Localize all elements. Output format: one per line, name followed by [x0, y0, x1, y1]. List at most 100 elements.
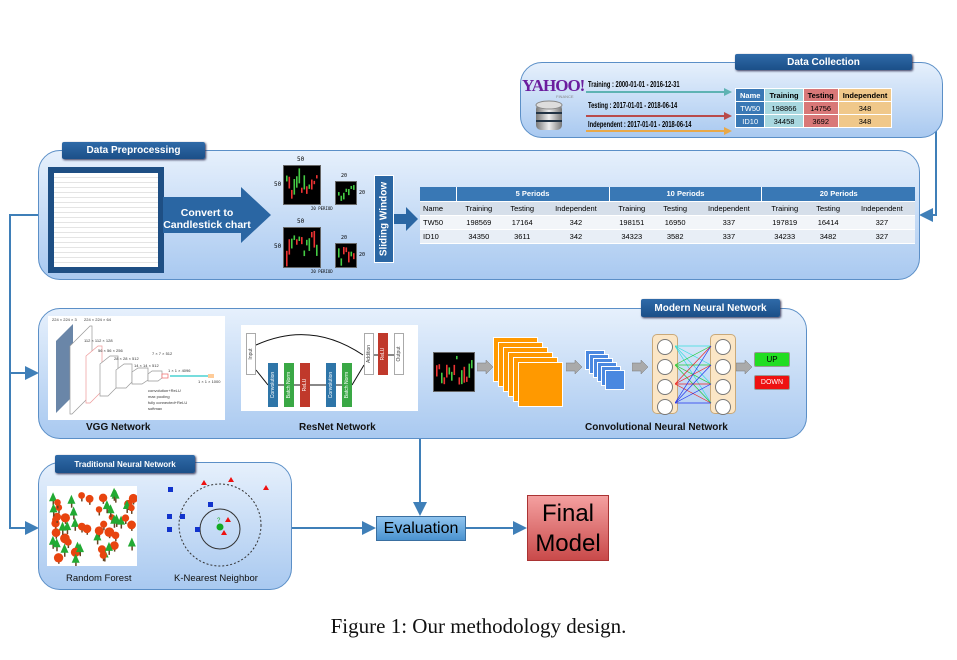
resnet-block: Input: [246, 333, 256, 375]
table-cell: 3482: [807, 229, 849, 244]
resnet-diagram: Input Convolution Batch Norm ReLU Convolutio…: [241, 325, 418, 411]
convert-label: Convert to Candlestick chart: [163, 207, 251, 231]
size-label: 50: [274, 181, 282, 188]
period-arrow: [586, 127, 732, 135]
table-row: ID10 34458 3692 348: [734, 114, 893, 128]
table-cell: TW50: [734, 101, 766, 115]
resnet-block: Output: [394, 333, 404, 375]
table-cell: 348: [837, 101, 893, 115]
vgg-label: VGG Network: [86, 422, 151, 433]
resnet-block: Convolution: [268, 363, 278, 407]
flow-arrow-icon: [477, 360, 494, 374]
table-row: TW50 198569 17164 342 198151 16950 337 197819 16…: [420, 215, 915, 230]
flow-arrow-icon: [736, 360, 753, 374]
table-cell: 16414: [807, 215, 849, 230]
database-icon: [535, 100, 563, 130]
resnet-block: Addition: [364, 333, 374, 375]
candlestick-chart-50: [283, 165, 321, 205]
table-cell: 14756: [802, 101, 839, 115]
resnet-block: ReLU: [300, 363, 310, 407]
neuron: [657, 339, 673, 355]
size-label: 20: [359, 190, 366, 196]
column-header: Independent: [695, 201, 762, 216]
convert-arrow: [163, 187, 271, 243]
dense-layer: [710, 334, 736, 415]
knn-label: K-Nearest Neighbor: [174, 573, 258, 584]
final-model-box: Final Model: [527, 495, 609, 561]
column-header: Testing: [802, 88, 839, 102]
size-label: 20: [359, 252, 366, 258]
sliding-window-box: Sliding Window: [374, 175, 394, 263]
neuron: [657, 379, 673, 395]
cnn-input-chart: [433, 352, 475, 392]
resnet-block: ReLU: [378, 333, 388, 375]
table-header-row: Name Training Testing Independent: [734, 88, 893, 102]
size-label: 20: [341, 235, 348, 241]
flow-arrow-icon: [632, 360, 649, 374]
table-cell: TW50: [420, 215, 457, 230]
table-cell: 197819: [761, 215, 808, 230]
period-label: Training : 2000-01-01 - 2016-12-31: [588, 80, 680, 89]
vgg-dim: 14 × 14 × 512: [134, 363, 159, 368]
cnn-label: Convolutional Neural Network: [585, 422, 728, 433]
final-model-line: Model: [535, 530, 601, 557]
vgg-dim: 1 × 1 × 1000: [198, 379, 221, 384]
yahoo-finance-sub: FINANCE: [556, 94, 574, 99]
table-cell: 198866: [764, 101, 804, 115]
resnet-block: Convolution: [326, 363, 336, 407]
neuron: [715, 339, 731, 355]
random-forest-label: Random Forest: [66, 573, 132, 584]
candlestick-chart-20: [335, 181, 357, 205]
vgg-dim: 1 × 1 × 4096: [168, 368, 191, 373]
column-header: Testing: [807, 201, 849, 216]
column-header: Name: [420, 201, 457, 216]
column-header: Independent: [848, 201, 915, 216]
candlestick-chart-50: [283, 227, 321, 268]
pooled-map: [605, 370, 625, 390]
size-label: 20: [341, 173, 348, 179]
table-row: ID10 34350 3611 342 34323 3582 337 34233 3482 327: [420, 229, 915, 244]
period-caption: 20 PERIOD: [311, 269, 333, 274]
vgg-dim: 224 × 224 × 64: [84, 317, 111, 322]
data-preprocessing-title: Data Preprocessing: [62, 142, 205, 159]
resnet-label: ResNet Network: [299, 422, 376, 433]
period-caption: 20 PERIOD: [311, 206, 333, 211]
table-cell: 342: [542, 215, 610, 230]
table-cell: 3692: [802, 114, 839, 128]
neuron: [657, 359, 673, 375]
svg-text:?: ?: [217, 518, 221, 524]
modern-neural-network-title: Modern Neural Network: [641, 299, 780, 317]
column-header: Training: [609, 201, 655, 216]
size-label: 50: [297, 156, 305, 163]
vgg-dim: 112 × 112 × 128: [84, 338, 113, 343]
final-model-line: Final: [541, 500, 595, 527]
vgg-dim: 224 × 224 × 3: [52, 317, 77, 322]
period-arrow: [586, 88, 732, 96]
vgg-diagram: 224 × 224 × 3 224 × 224 × 64 112 × 112 ×…: [48, 316, 225, 420]
table-cell: 348: [837, 114, 893, 128]
column-header: Training: [761, 201, 808, 216]
table-cell: 17164: [501, 215, 543, 230]
up-output: UP: [754, 352, 790, 367]
table-cell: 3611: [501, 229, 543, 244]
column-header: Testing: [654, 201, 696, 216]
sliding-window-arrow: [394, 207, 418, 231]
table-cell: ID10: [420, 229, 457, 244]
vgg-legend: convolution+ReLU max pooling fully connect…: [148, 388, 188, 411]
traditional-panel: [38, 462, 292, 590]
random-forest-image: [47, 486, 137, 566]
column-header: Name: [734, 88, 766, 102]
table-cell: 342: [542, 229, 610, 244]
vgg-dim: 56 × 56 × 256: [98, 348, 123, 353]
down-output: DOWN: [754, 375, 790, 390]
table-cell: 34350: [456, 229, 502, 244]
table-cell: 198569: [456, 215, 502, 230]
table-cell: 34323: [609, 229, 655, 244]
knn-diagram: ?: [167, 477, 269, 567]
table-cell: ID10: [734, 114, 766, 128]
data-collection-title: Data Collection: [735, 54, 912, 70]
table-cell: 34458: [764, 114, 804, 128]
table-cell: 327: [848, 229, 915, 244]
column-header: Independent: [837, 88, 893, 102]
period-label: Testing : 2017-01-01 - 2018-06-14: [588, 101, 678, 110]
